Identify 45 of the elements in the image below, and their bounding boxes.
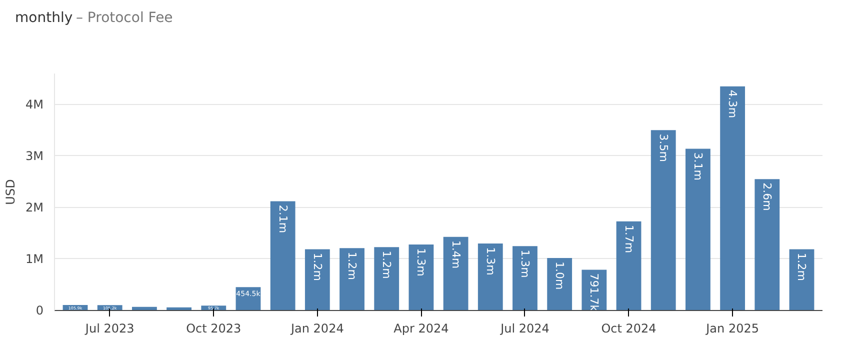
bar <box>616 221 642 310</box>
bar <box>443 236 468 310</box>
data-label: 2.1m <box>276 204 290 234</box>
chart-subtitle: – Protocol Fee <box>76 10 173 26</box>
bar <box>754 179 780 310</box>
bar <box>650 130 676 310</box>
data-label: 1.4m <box>449 240 462 269</box>
y-tick-label: 4M <box>26 97 44 112</box>
y-axis-title: USD <box>4 179 18 205</box>
bar <box>686 148 710 310</box>
bar <box>720 86 746 310</box>
bar <box>512 246 538 310</box>
x-tick-label: Apr 2024 <box>394 322 449 336</box>
data-label: 1.0m <box>553 262 566 290</box>
x-tick-label: Jan 2025 <box>705 322 759 336</box>
data-label: 3.5m <box>656 134 670 162</box>
y-tick-label: 3M <box>26 148 44 163</box>
data-label: 4.3m <box>726 90 740 118</box>
x-tick-label: Oct 2023 <box>186 322 242 336</box>
data-label: 1.3m <box>518 250 532 278</box>
x-tick-label: Jan 2024 <box>290 322 344 336</box>
bar <box>340 248 364 310</box>
x-tick-label: Oct 2024 <box>601 322 656 336</box>
bar <box>270 201 296 310</box>
x-tick-label: Jul 2024 <box>500 322 550 336</box>
y-tick-label: 1M <box>26 252 44 266</box>
bar <box>478 244 503 310</box>
data-label: 1.3m <box>414 248 428 276</box>
data-label: 1.7m <box>622 224 636 254</box>
data-label: 1.2m <box>310 252 324 281</box>
y-tick-label: 2M <box>26 200 44 214</box>
x-tick-label: Jul 2023 <box>84 322 134 336</box>
chart-title: monthly <box>15 10 73 26</box>
data-label: 3.1m <box>691 152 704 180</box>
data-label: 1.3m <box>484 247 497 276</box>
bar <box>789 249 814 310</box>
bar <box>374 247 400 310</box>
bar <box>304 249 330 310</box>
data-label: 1.2m <box>346 252 359 280</box>
data-label: 1.2m <box>380 250 394 279</box>
data-label: 1.2m <box>795 252 808 281</box>
bar <box>408 244 434 310</box>
data-label: 2.6m <box>760 182 774 211</box>
bar <box>547 258 572 310</box>
y-tick-label: 0 <box>36 304 44 318</box>
